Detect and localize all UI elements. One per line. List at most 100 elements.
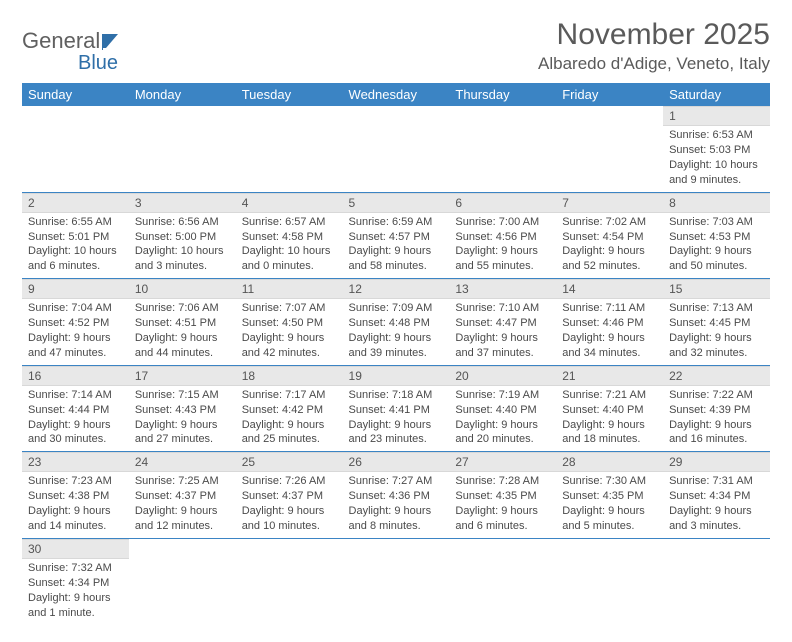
sunrise-text: Sunrise: 7:30 AM: [562, 474, 657, 489]
day-number: 22: [663, 366, 770, 386]
sunrise-text: Sunrise: 6:59 AM: [349, 215, 444, 230]
daylight-text: Daylight: 9 hours and 44 minutes.: [135, 331, 230, 361]
daylight-text: Daylight: 9 hours and 5 minutes.: [562, 504, 657, 534]
sunset-text: Sunset: 4:50 PM: [242, 316, 337, 331]
sunset-text: Sunset: 4:36 PM: [349, 489, 444, 504]
sunrise-text: Sunrise: 7:15 AM: [135, 388, 230, 403]
weekday-header-row: Sunday Monday Tuesday Wednesday Thursday…: [22, 83, 770, 106]
sunset-text: Sunset: 4:40 PM: [455, 403, 550, 418]
weekday-header: Saturday: [663, 83, 770, 106]
daylight-text: Daylight: 9 hours and 39 minutes.: [349, 331, 444, 361]
sunrise-text: Sunrise: 6:56 AM: [135, 215, 230, 230]
calendar-cell: 11Sunrise: 7:07 AMSunset: 4:50 PMDayligh…: [236, 279, 343, 366]
logo-text-blue: Blue: [22, 52, 118, 75]
day-number: 14: [556, 279, 663, 299]
daylight-text: Daylight: 9 hours and 32 minutes.: [669, 331, 764, 361]
calendar-cell: 16Sunrise: 7:14 AMSunset: 4:44 PMDayligh…: [22, 365, 129, 452]
sunrise-text: Sunrise: 7:23 AM: [28, 474, 123, 489]
daylight-text: Daylight: 9 hours and 55 minutes.: [455, 244, 550, 274]
calendar-cell: 26Sunrise: 7:27 AMSunset: 4:36 PMDayligh…: [343, 452, 450, 539]
sunset-text: Sunset: 4:42 PM: [242, 403, 337, 418]
calendar-cell: 28Sunrise: 7:30 AMSunset: 4:35 PMDayligh…: [556, 452, 663, 539]
day-number: 29: [663, 452, 770, 472]
calendar-cell: 20Sunrise: 7:19 AMSunset: 4:40 PMDayligh…: [449, 365, 556, 452]
daylight-text: Daylight: 9 hours and 34 minutes.: [562, 331, 657, 361]
day-number: 8: [663, 193, 770, 213]
sunset-text: Sunset: 4:46 PM: [562, 316, 657, 331]
calendar-cell: [449, 538, 556, 624]
daylight-text: Daylight: 9 hours and 37 minutes.: [455, 331, 550, 361]
day-number: 11: [236, 279, 343, 299]
sunrise-text: Sunrise: 7:13 AM: [669, 301, 764, 316]
calendar-table: Sunday Monday Tuesday Wednesday Thursday…: [22, 83, 770, 624]
sunset-text: Sunset: 4:56 PM: [455, 230, 550, 245]
location: Albaredo d'Adige, Veneto, Italy: [538, 54, 770, 74]
day-details: Sunrise: 7:10 AMSunset: 4:47 PMDaylight:…: [449, 299, 556, 364]
calendar-cell: 22Sunrise: 7:22 AMSunset: 4:39 PMDayligh…: [663, 365, 770, 452]
daylight-text: Daylight: 10 hours and 0 minutes.: [242, 244, 337, 274]
day-number: 19: [343, 366, 450, 386]
calendar-cell: 1Sunrise: 6:53 AMSunset: 5:03 PMDaylight…: [663, 106, 770, 192]
daylight-text: Daylight: 9 hours and 50 minutes.: [669, 244, 764, 274]
day-details: Sunrise: 7:03 AMSunset: 4:53 PMDaylight:…: [663, 213, 770, 278]
daylight-text: Daylight: 9 hours and 52 minutes.: [562, 244, 657, 274]
weekday-header: Thursday: [449, 83, 556, 106]
sunrise-text: Sunrise: 7:18 AM: [349, 388, 444, 403]
day-details: Sunrise: 7:22 AMSunset: 4:39 PMDaylight:…: [663, 386, 770, 451]
calendar-cell: 9Sunrise: 7:04 AMSunset: 4:52 PMDaylight…: [22, 279, 129, 366]
calendar-cell: 7Sunrise: 7:02 AMSunset: 4:54 PMDaylight…: [556, 192, 663, 279]
sunrise-text: Sunrise: 7:26 AM: [242, 474, 337, 489]
day-details: Sunrise: 7:23 AMSunset: 4:38 PMDaylight:…: [22, 472, 129, 537]
calendar-cell: [663, 538, 770, 624]
calendar-cell: [129, 538, 236, 624]
daylight-text: Daylight: 9 hours and 8 minutes.: [349, 504, 444, 534]
calendar-cell: 21Sunrise: 7:21 AMSunset: 4:40 PMDayligh…: [556, 365, 663, 452]
calendar-week-row: 30Sunrise: 7:32 AMSunset: 4:34 PMDayligh…: [22, 538, 770, 624]
sunrise-text: Sunrise: 7:00 AM: [455, 215, 550, 230]
sunrise-text: Sunrise: 7:27 AM: [349, 474, 444, 489]
day-details: Sunrise: 7:00 AMSunset: 4:56 PMDaylight:…: [449, 213, 556, 278]
day-details: Sunrise: 6:55 AMSunset: 5:01 PMDaylight:…: [22, 213, 129, 278]
weekday-header: Wednesday: [343, 83, 450, 106]
daylight-text: Daylight: 9 hours and 3 minutes.: [669, 504, 764, 534]
weekday-header: Sunday: [22, 83, 129, 106]
day-details: Sunrise: 7:25 AMSunset: 4:37 PMDaylight:…: [129, 472, 236, 537]
daylight-text: Daylight: 9 hours and 12 minutes.: [135, 504, 230, 534]
sunset-text: Sunset: 4:41 PM: [349, 403, 444, 418]
day-number: 30: [22, 539, 129, 559]
day-details: Sunrise: 7:19 AMSunset: 4:40 PMDaylight:…: [449, 386, 556, 451]
day-number: 20: [449, 366, 556, 386]
sunrise-text: Sunrise: 6:55 AM: [28, 215, 123, 230]
calendar-cell: 10Sunrise: 7:06 AMSunset: 4:51 PMDayligh…: [129, 279, 236, 366]
calendar-cell: 12Sunrise: 7:09 AMSunset: 4:48 PMDayligh…: [343, 279, 450, 366]
day-details: Sunrise: 7:26 AMSunset: 4:37 PMDaylight:…: [236, 472, 343, 537]
day-number: 13: [449, 279, 556, 299]
calendar-week-row: 2Sunrise: 6:55 AMSunset: 5:01 PMDaylight…: [22, 192, 770, 279]
calendar-cell: 5Sunrise: 6:59 AMSunset: 4:57 PMDaylight…: [343, 192, 450, 279]
sunrise-text: Sunrise: 7:04 AM: [28, 301, 123, 316]
weekday-header: Monday: [129, 83, 236, 106]
daylight-text: Daylight: 10 hours and 3 minutes.: [135, 244, 230, 274]
day-details: Sunrise: 7:09 AMSunset: 4:48 PMDaylight:…: [343, 299, 450, 364]
day-details: Sunrise: 6:59 AMSunset: 4:57 PMDaylight:…: [343, 213, 450, 278]
day-details: Sunrise: 7:11 AMSunset: 4:46 PMDaylight:…: [556, 299, 663, 364]
sunrise-text: Sunrise: 7:32 AM: [28, 561, 123, 576]
calendar-cell: 30Sunrise: 7:32 AMSunset: 4:34 PMDayligh…: [22, 538, 129, 624]
calendar-cell: 19Sunrise: 7:18 AMSunset: 4:41 PMDayligh…: [343, 365, 450, 452]
calendar-cell: 24Sunrise: 7:25 AMSunset: 4:37 PMDayligh…: [129, 452, 236, 539]
daylight-text: Daylight: 9 hours and 47 minutes.: [28, 331, 123, 361]
day-number: 2: [22, 193, 129, 213]
sunset-text: Sunset: 4:44 PM: [28, 403, 123, 418]
day-number: 27: [449, 452, 556, 472]
day-number: 6: [449, 193, 556, 213]
day-details: Sunrise: 7:06 AMSunset: 4:51 PMDaylight:…: [129, 299, 236, 364]
calendar-cell: 15Sunrise: 7:13 AMSunset: 4:45 PMDayligh…: [663, 279, 770, 366]
daylight-text: Daylight: 9 hours and 6 minutes.: [455, 504, 550, 534]
calendar-cell: [22, 106, 129, 192]
calendar-cell: [449, 106, 556, 192]
sunset-text: Sunset: 4:40 PM: [562, 403, 657, 418]
sunset-text: Sunset: 5:03 PM: [669, 143, 764, 158]
day-number: 10: [129, 279, 236, 299]
calendar-cell: [236, 106, 343, 192]
sunset-text: Sunset: 4:45 PM: [669, 316, 764, 331]
